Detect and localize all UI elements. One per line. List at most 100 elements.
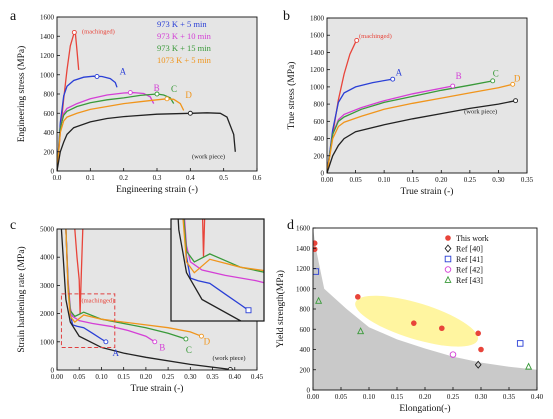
end-marker-3 (490, 78, 496, 84)
x-axis-label: Engineering strain (-) (116, 184, 198, 195)
legend-marker (444, 266, 452, 273)
x-tick-label: 0.05 (335, 393, 348, 401)
legend-marker (444, 244, 452, 253)
y-tick-label: 800 (44, 91, 55, 99)
x-tick-label: 0.15 (118, 373, 131, 381)
x-tick-label: 0.4 (186, 174, 195, 182)
panel-label-d: d (287, 218, 294, 233)
y-tick-label: 800 (314, 101, 325, 109)
x-tick-label: 0.5 (219, 174, 228, 182)
y-tick-label: 2000 (40, 310, 55, 318)
end-marker-4 (187, 110, 193, 116)
x-tick-label: 0.25 (447, 393, 460, 401)
plot-area (313, 228, 537, 390)
legend-entry: Ref [41] (456, 255, 483, 264)
y-tick-label: 600 (314, 118, 325, 126)
plot-area (60, 229, 233, 370)
curve-annotation: C (186, 345, 192, 355)
series-line-5 (327, 100, 516, 173)
x-tick-label: 0.1 (86, 174, 95, 182)
x-tick-label: 0.15 (391, 393, 404, 401)
end-marker-4 (227, 366, 233, 370)
y-tick-label: 1400 (296, 245, 311, 253)
x-tick-label: 0.40 (229, 373, 242, 381)
gray-region (313, 228, 537, 390)
legend-entry: 973 K + 5 min (157, 19, 207, 29)
y-tick-label: 0 (321, 170, 325, 178)
y-tick-label: 4000 (40, 254, 55, 262)
x-axis-label: Elongation(-) (399, 403, 450, 414)
curve-annotation: D (185, 90, 192, 100)
legend-marker (444, 275, 452, 283)
x-tick-label: 0.05 (349, 176, 362, 184)
y-tick-label: 0 (307, 387, 311, 395)
point-4-2 (525, 362, 533, 370)
x-tick-label: 0.05 (73, 373, 86, 381)
y-axis-label: Engineering stress (MPa) (16, 46, 27, 143)
end-marker-3 (164, 96, 170, 102)
end-marker-4 (510, 81, 516, 87)
legend-entry: 973 K + 10 min (157, 31, 212, 41)
zoom-box (60, 293, 116, 348)
y-tick-label: 1200 (40, 52, 55, 60)
inset-frame (170, 218, 265, 322)
plot-area (327, 37, 519, 173)
point-0-3 (411, 320, 417, 326)
curve-annotation: (work piece) (464, 109, 497, 116)
curve-annotation: (machinged) (82, 28, 115, 35)
inset-end-marker (245, 307, 252, 314)
end-marker-3 (198, 333, 204, 339)
highlight-ellipse (355, 295, 479, 347)
inset-series-line-5 (177, 219, 244, 321)
panel-a: a 0.0 0.1 0.2 0.3 0.4 0.5 0.6 0 200 400 600 800 1000 1… (10, 9, 262, 195)
y-tick-label: 1000 (40, 71, 55, 79)
end-marker-5 (513, 98, 519, 104)
end-marker-1 (127, 90, 133, 96)
x-tick-label: 0.30 (475, 393, 488, 401)
y-tick-label: 3000 (40, 282, 55, 290)
end-marker-1 (390, 76, 396, 82)
x-tick-label: 0.30 (492, 176, 505, 184)
x-axis-label: True strain (-) (401, 186, 454, 197)
series-line-1 (327, 78, 393, 173)
x-tick-label: 0.40 (531, 393, 544, 401)
inset-series-line-4 (182, 219, 264, 274)
y-tick-label: 1000 (310, 83, 325, 91)
y-tick-label: 400 (314, 135, 325, 143)
series-line-5 (57, 112, 236, 171)
end-marker-2 (154, 91, 160, 97)
series-line-3 (327, 80, 493, 173)
y-tick-label: 200 (314, 152, 325, 160)
x-tick-label: 0.45 (251, 373, 264, 381)
y-tick-label: 1600 (40, 14, 55, 22)
y-tick-label: 0 (51, 367, 55, 375)
y-tick-label: 600 (44, 110, 55, 118)
y-tick-label: 1600 (310, 32, 325, 40)
x-tick-label: 0.2 (119, 174, 128, 182)
y-axis-label: Strain hardening rate (MPa) (16, 246, 27, 352)
curve-annotation: (work piece) (213, 355, 246, 362)
plot-area (57, 29, 236, 171)
curve-annotation: B (154, 83, 160, 93)
end-marker-2 (183, 336, 189, 342)
x-tick-label: 0.25 (162, 373, 175, 381)
series-line-4 (327, 83, 513, 173)
point-0-0 (313, 240, 318, 246)
end-marker-0 (354, 37, 360, 43)
series-line-0 (74, 229, 84, 314)
point-0-4 (439, 325, 445, 332)
legend-entry: Ref [43] (456, 276, 483, 285)
y-tick-label: 1200 (310, 66, 325, 74)
x-tick-label: 0.10 (363, 393, 376, 401)
x-tick-label: 0.25 (464, 176, 477, 184)
inset-plot (170, 218, 265, 322)
curve-annotation: (work piece) (192, 153, 225, 160)
curve-annotation: (machinged) (81, 297, 114, 304)
panel-label-c: c (10, 218, 16, 233)
point-0-5 (475, 330, 482, 337)
x-tick-label: 0.15 (407, 176, 420, 184)
x-tick-label: 0.30 (184, 373, 197, 381)
y-tick-label: 1800 (310, 15, 325, 23)
point-1-0 (474, 360, 482, 369)
curve-annotation: B (159, 342, 165, 352)
